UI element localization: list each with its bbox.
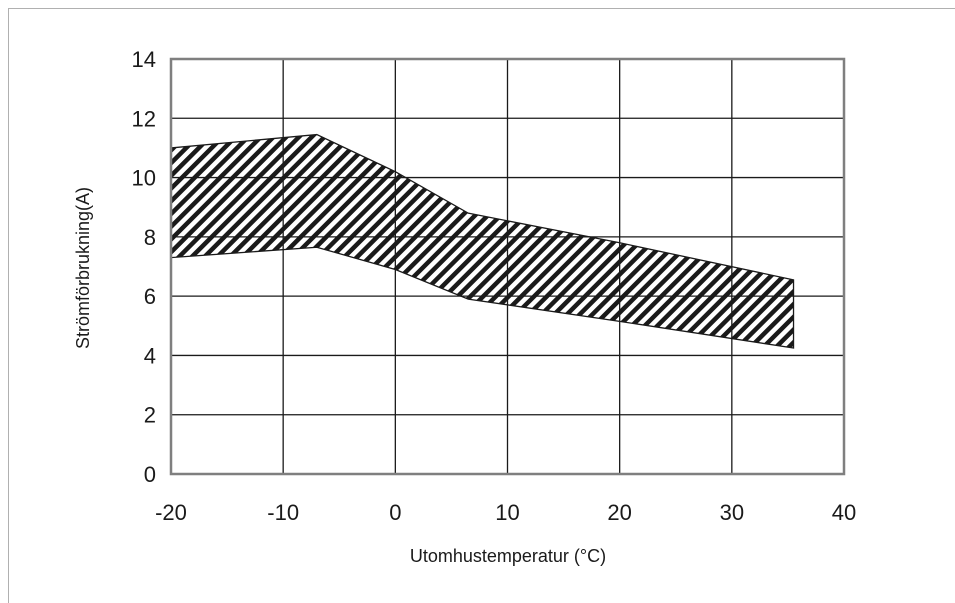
y-tick-label-6: 12 <box>132 106 156 131</box>
x-tick-label-0: -20 <box>155 500 187 525</box>
x-tick-label-3: 10 <box>495 500 519 525</box>
x-tick-label-1: -10 <box>267 500 299 525</box>
x-tick-label-5: 30 <box>720 500 744 525</box>
y-tick-label-3: 6 <box>144 284 156 309</box>
plot-border-rect <box>169 57 846 476</box>
y-tick-label-7: 14 <box>132 47 156 72</box>
y-tick-labels: 0 2 4 6 8 10 12 14 <box>132 47 156 487</box>
x-tick-label-2: 0 <box>389 500 401 525</box>
x-tick-labels: -20 -10 0 10 20 30 40 <box>155 500 856 525</box>
x-tick-label-4: 20 <box>607 500 631 525</box>
y-tick-label-4: 8 <box>144 225 156 250</box>
y-tick-label-2: 4 <box>144 343 156 368</box>
plot-border <box>169 57 846 476</box>
y-axis-label: Strömförbrukning(A) <box>73 187 93 349</box>
hatched-band-0 <box>170 133 795 349</box>
x-tick-label-6: 40 <box>832 500 856 525</box>
x-axis-label: Utomhustemperatur (°C) <box>410 546 606 566</box>
y-tick-label-1: 2 <box>144 403 156 428</box>
band-layer <box>170 133 795 349</box>
frame-border <box>8 8 955 603</box>
y-tick-label-5: 10 <box>132 166 156 191</box>
y-tick-label-0: 0 <box>144 462 156 487</box>
